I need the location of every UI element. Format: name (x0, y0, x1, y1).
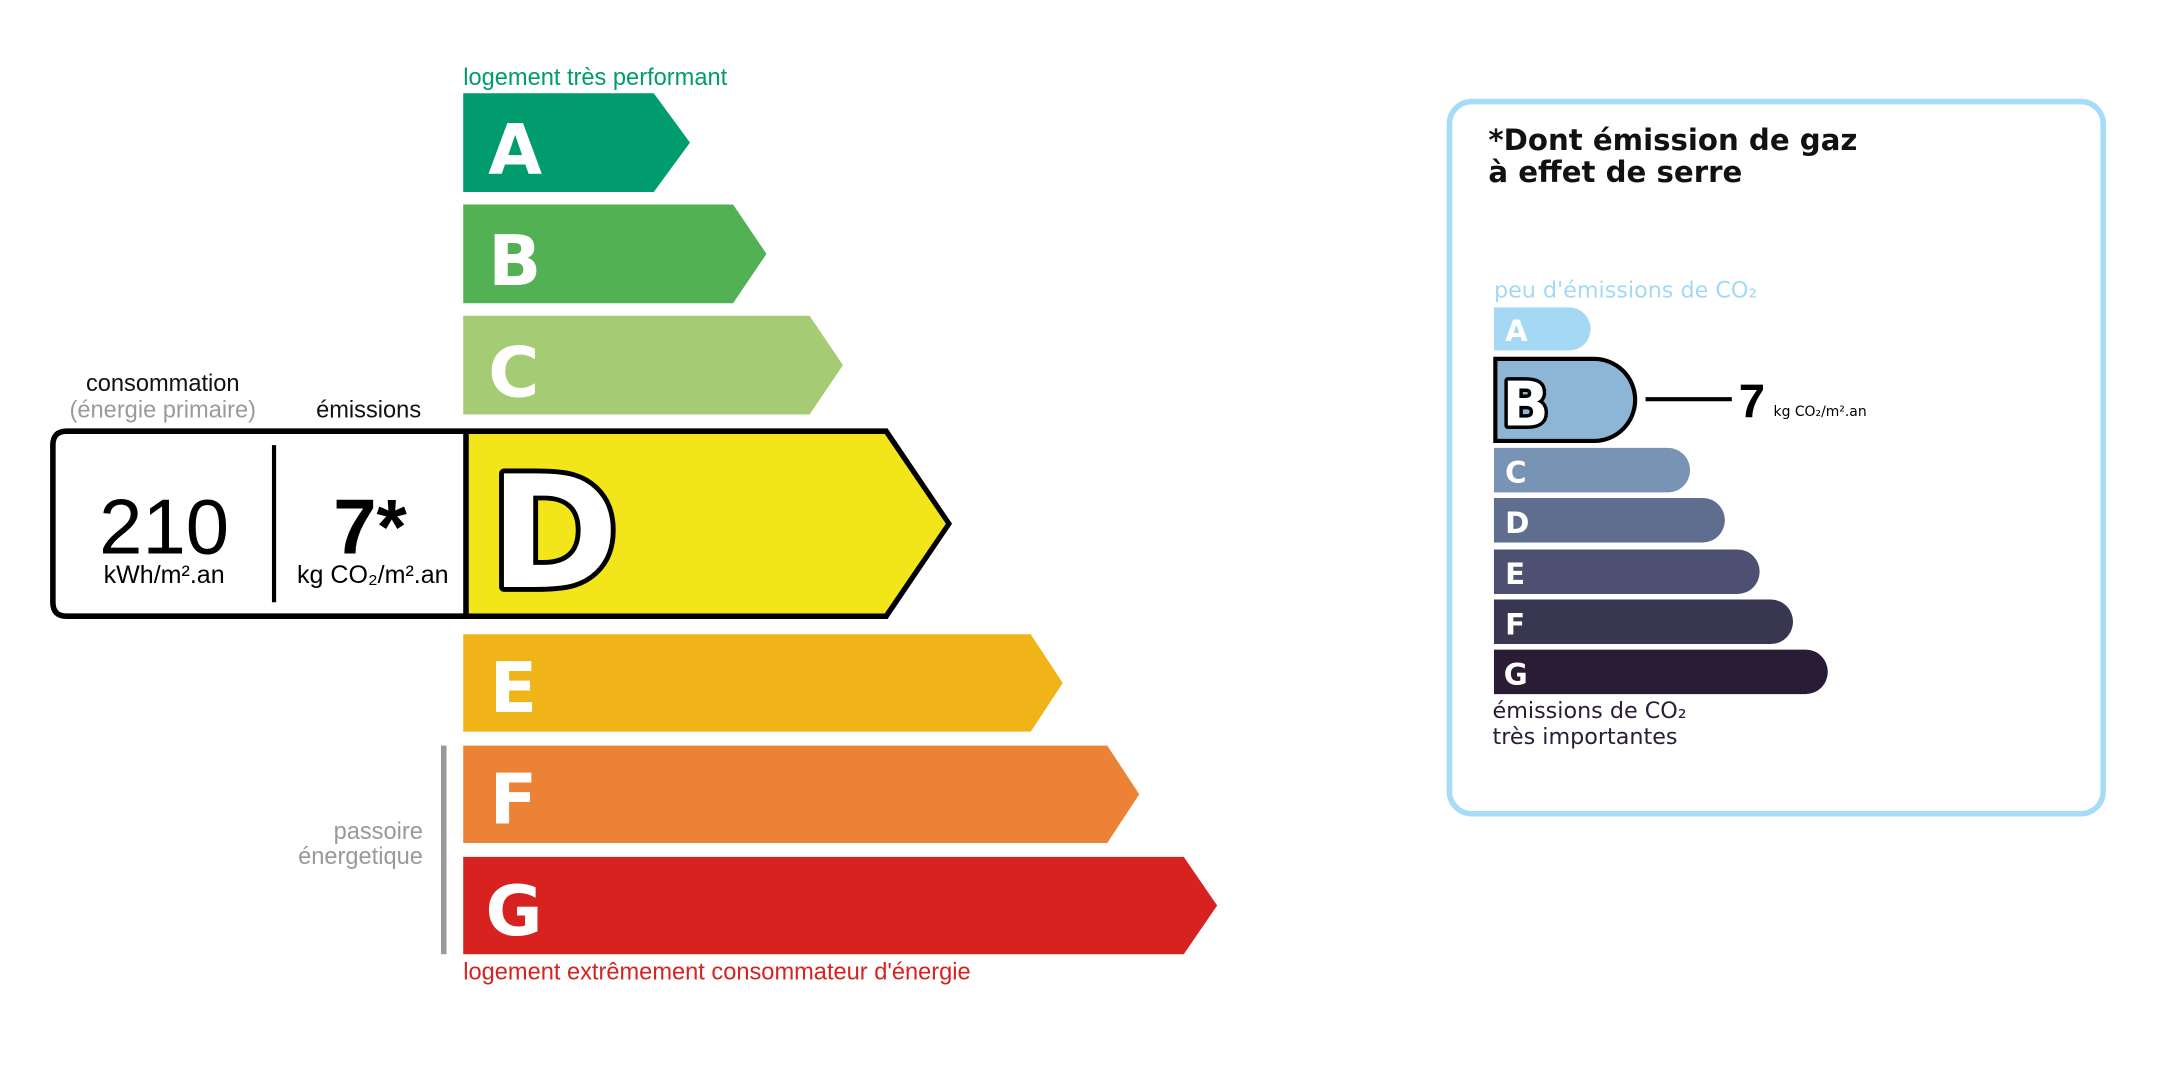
ghg-title-2: à effet de serre (1488, 155, 1742, 189)
ghg-title-1: *Dont émission de gaz (1488, 123, 1857, 157)
ghg-bottom-label-2: très importantes (1493, 724, 1678, 750)
energy-class-d-current: D (50, 428, 953, 629)
ghg-bottom-label-1: émissions de CO₂ (1493, 698, 1687, 724)
ghg-class-b-current: B (1493, 356, 1638, 444)
energy-bottom-label: logement extrêmement consommateur d'éner… (463, 959, 970, 985)
energy-class-f: F (463, 745, 1140, 843)
svg-text:G: G (485, 871, 542, 952)
svg-text:G: G (1504, 657, 1528, 691)
consumption-unit: kWh/m².an (104, 561, 225, 589)
energy-class-e: E (463, 634, 1063, 732)
ghg-class-g: G (1493, 649, 1828, 695)
svg-text:F: F (490, 759, 538, 840)
passoire-bracket (440, 745, 447, 955)
emissions-unit: kg CO₂/m².an (297, 561, 448, 589)
ghg-class-e: E (1493, 549, 1760, 594)
svg-text:C: C (488, 332, 539, 413)
svg-text:E: E (490, 648, 538, 729)
consumption-sublabel: (énergie primaire) (70, 397, 256, 423)
ghg-class-d: D (1493, 497, 1725, 543)
svg-text:B: B (488, 221, 541, 302)
svg-text:E: E (1505, 557, 1525, 591)
energy-class-b: B (463, 204, 767, 304)
ghg-unit: kg CO₂/m².an (1774, 404, 1867, 420)
consumption-label: consommation (86, 371, 240, 397)
current-class-letter: D (490, 442, 619, 624)
svg-text:D: D (1505, 506, 1529, 540)
energy-class-g: G (463, 856, 1218, 955)
ghg-class-c: C (1493, 447, 1691, 493)
svg-text:C: C (1505, 456, 1526, 490)
svg-text:A: A (488, 110, 542, 191)
passoire-label-1: passoire (334, 819, 423, 845)
svg-text:F: F (1505, 607, 1525, 641)
ghg-current-letter: B (1502, 370, 1549, 441)
emissions-value: 7* (333, 483, 407, 571)
energy-top-label: logement très performant (463, 65, 727, 91)
energy-class-c: C (463, 315, 843, 415)
consumption-value: 210 (99, 483, 229, 571)
ghg-class-f: F (1493, 599, 1794, 645)
ghg-class-a: A (1493, 307, 1591, 351)
energy-class-a: A (463, 93, 690, 192)
svg-text:A: A (1505, 314, 1528, 348)
ghg-value: 7 (1739, 375, 1765, 428)
passoire-label-2: énergetique (298, 844, 423, 870)
ghg-top-label: peu d'émissions de CO₂ (1494, 278, 1757, 304)
emissions-label: émissions (316, 397, 421, 423)
